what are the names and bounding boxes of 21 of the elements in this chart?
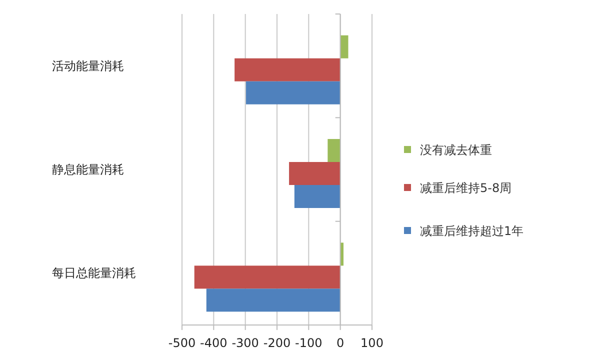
legend-label: 减重后维持5-8周 [420,181,512,195]
bar [328,139,340,162]
bar [246,81,340,104]
bar [234,58,340,82]
x-tick-label: -300 [232,336,259,350]
x-tick-label: -500 [168,336,196,350]
x-tick-label: -100 [295,336,322,350]
y-tick-label: 每日总能量消耗 [52,266,136,280]
bar [194,266,340,289]
bar [289,162,340,185]
x-tick-label: 100 [360,336,384,350]
y-tick-label: 静息能量消耗 [52,162,124,176]
x-tick-label: -400 [200,336,228,350]
bar [294,185,340,208]
y-tick-label: 活动能量消耗 [52,58,124,73]
legend-label: 没有减去体重 [420,143,492,157]
x-tick-label: -200 [263,336,291,350]
x-tick-label: 0 [336,336,344,350]
bar [340,35,348,58]
legend-label: 减重后维持超过1年 [420,224,524,238]
bar [206,288,340,312]
